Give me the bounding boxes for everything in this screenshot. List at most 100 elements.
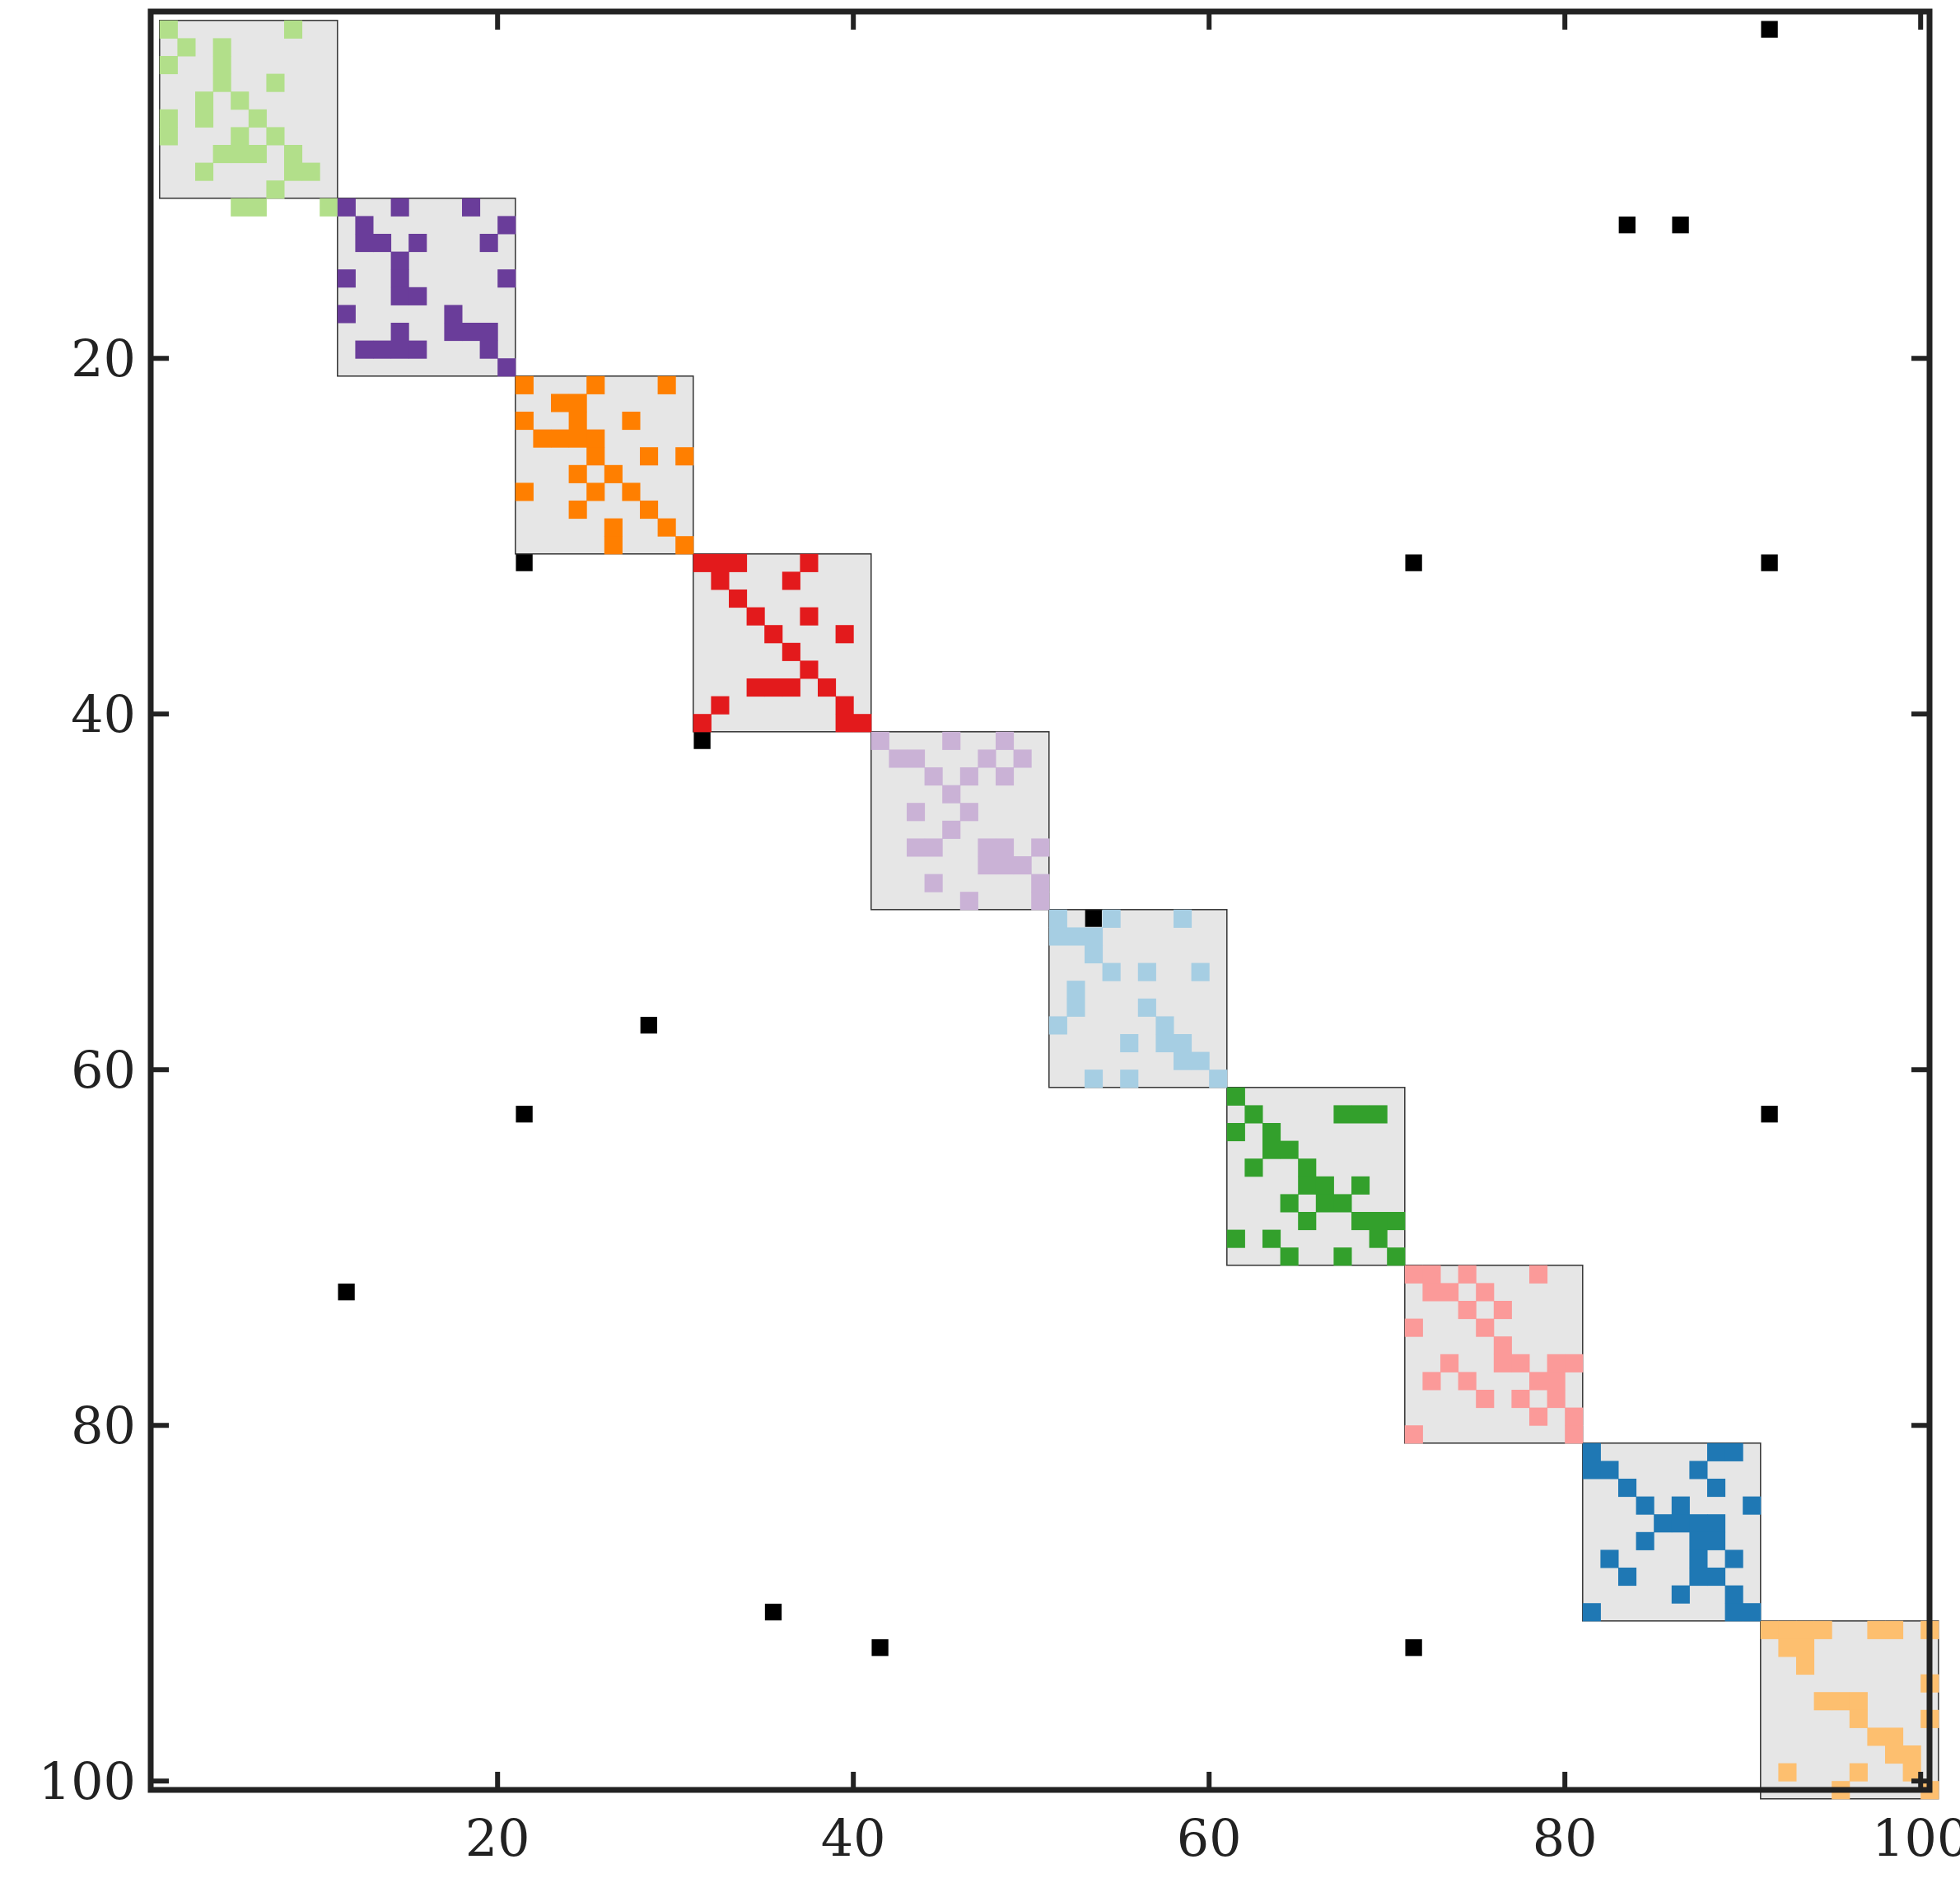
off-block-entry (764, 1603, 782, 1621)
block-1-entry (195, 162, 214, 181)
block-3-entry (568, 429, 587, 448)
block-4-entry (800, 553, 819, 572)
block-4-entry (711, 571, 730, 590)
block-9-entry (1689, 1549, 1708, 1568)
block-8-entry (1404, 1265, 1423, 1284)
block-7-entry (1333, 1194, 1352, 1213)
block-9-entry (1724, 1603, 1743, 1622)
block-5-entry (924, 767, 943, 786)
block-2-entry (479, 323, 498, 342)
block-6-entry (1066, 981, 1085, 1000)
block-5-entry (907, 803, 926, 822)
block-3-entry (568, 464, 587, 483)
block-9-entry (1707, 1514, 1726, 1533)
block-9-entry (1743, 1603, 1762, 1622)
block-1-entry (284, 162, 303, 181)
block-8-entry (1529, 1407, 1548, 1426)
block-2-entry (479, 234, 498, 253)
block-8-entry (1565, 1425, 1584, 1444)
block-9-entry (1724, 1549, 1743, 1568)
block-8-entry (1476, 1318, 1495, 1337)
block-2-entry (479, 340, 498, 359)
block-3-entry (675, 536, 694, 555)
block-4-entry (729, 589, 748, 608)
block-8-entry (1476, 1283, 1495, 1302)
x-tick-label: 80 (1533, 1808, 1598, 1868)
block-5-entry (996, 856, 1015, 875)
block-4-entry (764, 678, 783, 697)
block-2-entry (497, 269, 516, 288)
block-3-entry (551, 394, 570, 412)
block-2-entry (408, 340, 427, 359)
block-5-entry (1013, 856, 1032, 875)
block-3-entry (622, 482, 641, 501)
block-3-entry (568, 412, 587, 431)
block-8-entry (1493, 1336, 1512, 1355)
y-tick-label: 100 (39, 1751, 136, 1811)
off-block-entry (1761, 21, 1778, 38)
block-3-entry (568, 394, 587, 412)
block-1-entry (248, 198, 267, 217)
block-10-entry (1849, 1763, 1868, 1782)
block-6-entry (1191, 1051, 1210, 1070)
block-8-entry (1422, 1265, 1441, 1284)
off-block-entry (1085, 910, 1102, 927)
block-1-entry (231, 91, 250, 110)
off-block-entry (640, 1017, 657, 1034)
block-2-entry (462, 198, 481, 217)
block-9-entry (1689, 1514, 1708, 1533)
block-1-entry (284, 20, 303, 39)
block-7-entry (1387, 1212, 1406, 1231)
block-9-entry (1707, 1568, 1726, 1587)
block-2-entry (337, 198, 356, 217)
block-1-entry (231, 127, 250, 146)
block-7-entry (1280, 1140, 1299, 1159)
block-2-entry (337, 305, 356, 324)
block-4-entry (746, 607, 765, 626)
off-block-entry (516, 554, 533, 571)
block-6-entry (1137, 962, 1156, 981)
block-7-entry (1262, 1140, 1281, 1159)
block-6-entry (1085, 927, 1104, 946)
block-9-entry (1671, 1585, 1690, 1604)
block-2-entry (497, 216, 516, 235)
block-6-entry (1174, 909, 1192, 928)
block-7-entry (1315, 1194, 1334, 1213)
block-4-entry (853, 714, 872, 733)
block-9-entry (1618, 1479, 1637, 1498)
block-2-entry (462, 323, 481, 342)
block-5-entry (924, 838, 943, 857)
block-2-entry (373, 340, 392, 359)
block-4-entry (693, 553, 712, 572)
off-block-entry (1761, 554, 1778, 571)
block-3-entry (657, 375, 676, 394)
block-7-entry (1315, 1176, 1334, 1195)
block-9-entry (1724, 1585, 1743, 1604)
y-tick-label: 80 (71, 1396, 136, 1456)
block-3-entry (640, 447, 659, 466)
block-1-entry (231, 145, 250, 164)
block-10-entry (1796, 1657, 1815, 1675)
block-6-entry (1066, 927, 1085, 946)
block-1-entry (159, 109, 178, 128)
block-4-entry (782, 571, 800, 590)
block-9-entry (1689, 1461, 1708, 1480)
block-7-entry (1351, 1105, 1370, 1124)
block-9-entry (1600, 1549, 1619, 1568)
block-5-entry (1031, 892, 1050, 911)
block-9-entry (1689, 1531, 1708, 1550)
block-9-entry (1636, 1531, 1654, 1550)
block-3-entry (568, 501, 587, 520)
block-3-entry (675, 447, 694, 466)
block-5-entry (924, 874, 943, 892)
block-9-entry (1671, 1514, 1690, 1533)
block-1-entry (231, 198, 250, 217)
block-8-entry (1458, 1301, 1477, 1320)
block-5-entry (996, 838, 1015, 857)
off-block-entry (693, 732, 711, 749)
block-4-entry (711, 553, 730, 572)
tick-labels: 20 40 60 80 100 20 40 60 80 100 (39, 329, 1960, 1868)
block-2-entry (390, 269, 409, 288)
block-1-entry (177, 38, 196, 57)
